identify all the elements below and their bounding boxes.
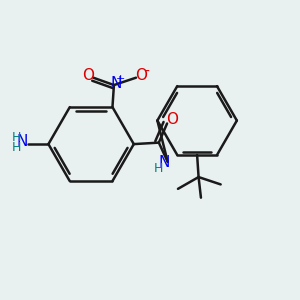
Text: N: N <box>158 155 170 170</box>
Text: H: H <box>153 162 163 175</box>
Text: N: N <box>17 134 28 149</box>
Text: O: O <box>167 112 178 128</box>
Text: -: - <box>145 65 150 79</box>
Text: H: H <box>12 141 21 154</box>
Text: +: + <box>116 74 125 84</box>
Text: H: H <box>12 131 21 144</box>
Text: O: O <box>135 68 147 83</box>
Text: O: O <box>82 68 94 83</box>
Text: N: N <box>111 76 122 91</box>
